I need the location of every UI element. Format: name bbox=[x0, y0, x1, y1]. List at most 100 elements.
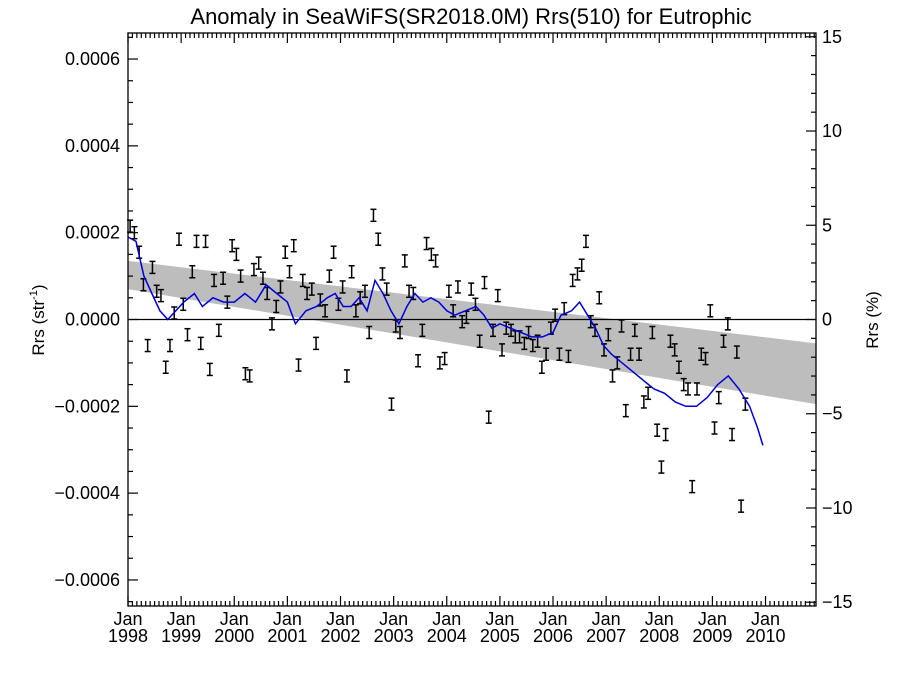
data-point bbox=[689, 479, 696, 494]
data-point bbox=[255, 256, 262, 270]
data-point bbox=[157, 288, 164, 303]
x-tick-label-year: 2001 bbox=[267, 626, 307, 646]
data-point bbox=[330, 245, 337, 259]
data-point bbox=[339, 280, 346, 294]
data-point bbox=[180, 297, 187, 312]
data-point bbox=[538, 360, 545, 374]
data-point bbox=[322, 304, 329, 318]
right-tick-label: 10 bbox=[822, 121, 842, 141]
data-point bbox=[242, 367, 249, 381]
data-point bbox=[352, 304, 359, 318]
data-point bbox=[738, 499, 745, 513]
data-point bbox=[220, 271, 227, 286]
data-point bbox=[282, 245, 289, 259]
moving-mean-line bbox=[127, 236, 764, 446]
right-tick-label: 15 bbox=[822, 27, 842, 47]
data-point bbox=[189, 265, 196, 279]
data-point bbox=[489, 323, 496, 338]
right-tick-label: −5 bbox=[822, 404, 843, 424]
data-point bbox=[233, 247, 240, 262]
x-tick-label-year: 2003 bbox=[374, 626, 414, 646]
data-point bbox=[574, 267, 581, 281]
data-point bbox=[313, 336, 320, 351]
data-point bbox=[432, 254, 439, 268]
data-point bbox=[636, 347, 643, 361]
data-point bbox=[348, 265, 355, 279]
x-tick-label-month: Jan bbox=[113, 609, 142, 629]
data-point bbox=[428, 247, 435, 262]
data-point bbox=[259, 271, 266, 286]
data-point bbox=[268, 317, 275, 331]
x-tick-label-year: 2002 bbox=[320, 626, 360, 646]
data-point bbox=[383, 282, 390, 296]
x-tick-label-year: 2009 bbox=[692, 626, 732, 646]
data-point bbox=[441, 351, 448, 366]
data-point bbox=[481, 275, 488, 290]
x-tick-label-month: Jan bbox=[698, 609, 727, 629]
data-point bbox=[237, 269, 244, 283]
x-tick-label-year: 1999 bbox=[161, 626, 201, 646]
data-point bbox=[698, 347, 705, 361]
x-tick-label-year: 2010 bbox=[746, 626, 786, 646]
data-point bbox=[729, 427, 736, 442]
data-point bbox=[582, 234, 589, 249]
data-point bbox=[366, 325, 373, 340]
data-point bbox=[618, 319, 625, 333]
x-tick-label-year: 2008 bbox=[639, 626, 679, 646]
data-point bbox=[658, 460, 665, 474]
data-point bbox=[609, 369, 616, 383]
data-point bbox=[569, 273, 576, 288]
data-point bbox=[295, 358, 302, 372]
left-axis-label-close: ) bbox=[29, 284, 48, 290]
x-tick-label-year: 2006 bbox=[533, 626, 573, 646]
data-point bbox=[361, 284, 368, 299]
data-point bbox=[472, 297, 479, 312]
data-point bbox=[724, 317, 731, 331]
data-point bbox=[476, 334, 483, 348]
data-point bbox=[211, 273, 218, 288]
right-axis-label: Rrs (%) bbox=[863, 291, 882, 349]
right-tick-label: −15 bbox=[822, 592, 853, 612]
data-point bbox=[684, 382, 691, 396]
x-tick-label-month: Jan bbox=[485, 609, 514, 629]
data-point bbox=[671, 343, 678, 357]
data-point bbox=[525, 325, 532, 340]
data-point bbox=[654, 423, 661, 437]
data-point bbox=[184, 327, 191, 342]
x-tick-label-month: Jan bbox=[379, 609, 408, 629]
data-point bbox=[375, 232, 382, 246]
data-point bbox=[649, 325, 656, 340]
x-tick-label-year: 2000 bbox=[214, 626, 254, 646]
data-point bbox=[304, 286, 311, 301]
data-point bbox=[308, 282, 315, 296]
x-tick-label-year: 2004 bbox=[427, 626, 467, 646]
data-point bbox=[627, 347, 634, 361]
data-point bbox=[596, 291, 603, 305]
data-point bbox=[485, 410, 492, 424]
trend-band bbox=[128, 260, 816, 405]
data-point bbox=[246, 369, 253, 383]
data-point bbox=[459, 314, 466, 329]
data-point bbox=[631, 323, 638, 338]
data-point bbox=[454, 280, 461, 294]
data-point bbox=[166, 338, 173, 353]
data-point bbox=[675, 360, 682, 374]
data-point bbox=[406, 284, 413, 299]
data-point bbox=[162, 360, 169, 374]
data-point bbox=[415, 353, 422, 368]
left-axis-label-text: Rrs (str bbox=[29, 300, 48, 356]
data-point bbox=[229, 238, 236, 253]
x-tick-label-month: Jan bbox=[645, 609, 674, 629]
data-point bbox=[693, 382, 700, 396]
data-point bbox=[543, 347, 550, 361]
x-tick-label-year: 2007 bbox=[586, 626, 626, 646]
left-tick-label: −0.0006 bbox=[54, 570, 120, 590]
data-point bbox=[556, 347, 563, 361]
data-point bbox=[468, 282, 475, 296]
data-point bbox=[401, 254, 408, 268]
data-point bbox=[176, 232, 183, 246]
data-point bbox=[436, 356, 443, 370]
data-point bbox=[445, 284, 452, 299]
data-point bbox=[250, 262, 257, 277]
